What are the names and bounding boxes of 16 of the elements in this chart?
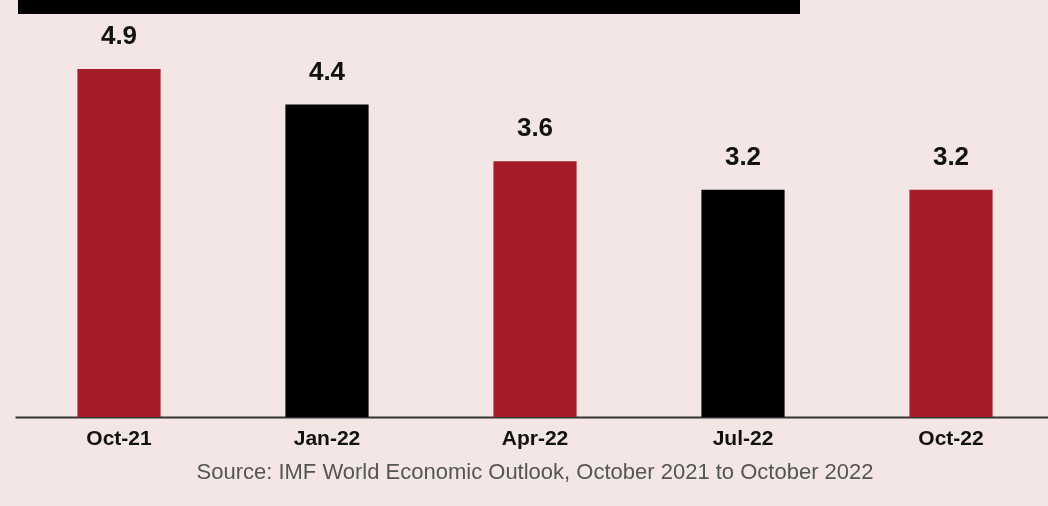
x-tick-label: Jul-22 [712,425,774,449]
bar [77,69,161,417]
data-label: 3.2 [724,140,762,171]
bar [285,104,369,417]
x-tick-label: Apr-22 [501,425,569,449]
data-label: 4.4 [308,55,346,86]
data-label: 3.2 [932,140,970,171]
data-label: 4.9 [100,20,138,50]
bar [493,161,577,417]
source-note: Source: IMF World Economic Outlook, October 2021 to October 2022 [196,459,874,484]
x-tick-label: Jan-22 [293,425,361,449]
bar [909,189,993,417]
x-tick-label: Oct-22 [918,425,984,449]
bar [701,189,785,417]
x-tick-label: Oct-21 [86,425,152,449]
data-label: 3.6 [516,112,554,143]
